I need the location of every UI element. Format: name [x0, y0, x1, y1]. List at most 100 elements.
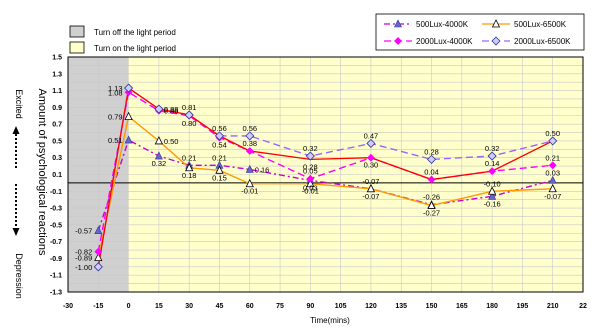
data-label: -0.07: [362, 192, 379, 201]
data-point: [306, 174, 315, 183]
data-label: 0.79: [108, 113, 123, 122]
data-point: [366, 183, 376, 193]
data-point: [427, 200, 436, 209]
y-tick-label: 0.7: [52, 122, 62, 129]
data-label: 0.51: [108, 136, 123, 145]
data-point: [245, 131, 255, 141]
x-tick-label: 22: [579, 303, 587, 310]
data-point: [245, 147, 254, 155]
data-label: 0.32: [303, 144, 318, 153]
data-label: 0.03: [303, 183, 318, 192]
data-label: 0.21: [182, 153, 197, 162]
data-label: -0.57: [75, 227, 92, 236]
y-tick-label: 1.1: [52, 88, 62, 95]
x-tick-label: 75: [276, 303, 284, 310]
data-point: [548, 161, 557, 170]
data-point: [245, 178, 254, 188]
data-point: [124, 111, 133, 120]
grid-lines: [68, 57, 583, 292]
data-label: 0.03: [545, 168, 560, 177]
y-tick-label: 1.3: [52, 71, 62, 78]
x-tick-label: 195: [517, 303, 529, 310]
data-point: [488, 191, 497, 200]
legend-label: 500Lux-4000K: [416, 20, 469, 29]
legend-label: 2000Lux-4000K: [416, 37, 473, 46]
data-point: [184, 110, 194, 120]
y-axis-depression-label: Depression: [14, 253, 24, 299]
data-point: [124, 83, 134, 93]
data-label: 1.08: [108, 88, 123, 97]
data-point: [367, 153, 375, 162]
data-label: 0.86: [164, 107, 179, 116]
light-off-label: Turn off the light period: [94, 28, 176, 37]
data-label: 0.80: [182, 119, 197, 128]
data-point: [94, 252, 103, 261]
data-point: [488, 167, 497, 176]
series-legend: 500Lux-4000K 500Lux-6500K 2000Lux-4000K 200…: [384, 19, 571, 46]
data-label: -0.26: [423, 193, 440, 202]
data-label: 0.14: [485, 159, 500, 168]
data-label: 0.38: [242, 139, 257, 148]
data-label: 0.32: [485, 144, 500, 153]
data-point: [426, 154, 437, 164]
data-label: -0.07: [362, 177, 379, 186]
down-arrow-icon: [12, 184, 20, 236]
y-tick-label: 0.3: [52, 155, 62, 162]
light-on-label: Turn on the light period: [94, 44, 176, 53]
x-tick-label: 150: [426, 303, 438, 310]
x-tick-label: 165: [456, 303, 468, 310]
y-tick-label: -0.1: [50, 189, 62, 196]
y-axis-excited-label: Excited: [14, 89, 24, 119]
data-point: [94, 247, 103, 256]
light-off-swatch: [69, 25, 85, 38]
data-point: [215, 165, 224, 174]
y-tick-label: -0.3: [50, 206, 62, 213]
x-tick-label: 90: [306, 303, 314, 310]
data-point: [306, 178, 315, 188]
data-label: -0.07: [544, 192, 561, 201]
data-label: 0.88: [164, 105, 179, 114]
up-arrow-icon: [12, 126, 20, 170]
data-label: 0.04: [424, 168, 439, 177]
data-label: 0.05: [303, 167, 318, 176]
y-tick-label: 0.1: [52, 172, 62, 179]
x-tick-label: -15: [93, 303, 103, 310]
y-axis-title: Amount of psychological reactions: [36, 89, 48, 256]
y-tick-label: 1.5: [52, 55, 62, 62]
y-tick-label: -0.5: [50, 222, 62, 229]
x-tick-label: -30: [63, 303, 73, 310]
legend-label: 2000Lux-6500K: [514, 37, 571, 46]
data-labels: -0.57 -0.82-0.89-1.00 1.131.08 0.79 0.51 0.88…: [75, 84, 561, 272]
x-tick-label: 120: [365, 303, 377, 310]
x-tick-label: 180: [486, 303, 498, 310]
data-label: 0.15: [212, 173, 227, 182]
series-group: [93, 83, 558, 272]
data-label: 0.50: [545, 129, 560, 138]
data-point: [394, 19, 402, 28]
data-point: [366, 138, 376, 149]
data-label: -0.27: [423, 209, 440, 218]
data-point: [487, 186, 497, 195]
data-label: 1.13: [108, 84, 123, 93]
x-axis-title: Time(mins): [310, 316, 350, 325]
data-point: [124, 135, 133, 144]
data-point: [154, 136, 164, 145]
x-tick-label: 60: [246, 303, 254, 310]
data-point: [548, 136, 558, 146]
x-tick-label: 15: [155, 303, 163, 310]
data-point: [93, 262, 103, 272]
x-tick-label: 30: [185, 303, 193, 310]
data-label: 0.56: [212, 124, 227, 133]
data-label: 0.81: [182, 103, 197, 112]
data-label: 0.16: [255, 165, 270, 174]
data-label: 0.32: [152, 159, 167, 168]
data-label: -0.01: [302, 187, 319, 196]
plot-frame: [67, 56, 584, 293]
y-tick-label: 0.5: [52, 138, 62, 145]
y-tick-label: -0.9: [50, 256, 62, 263]
data-point: [491, 19, 501, 28]
data-point: [394, 37, 402, 45]
data-label: -0.82: [75, 248, 92, 257]
light-on-swatch: [69, 41, 85, 54]
